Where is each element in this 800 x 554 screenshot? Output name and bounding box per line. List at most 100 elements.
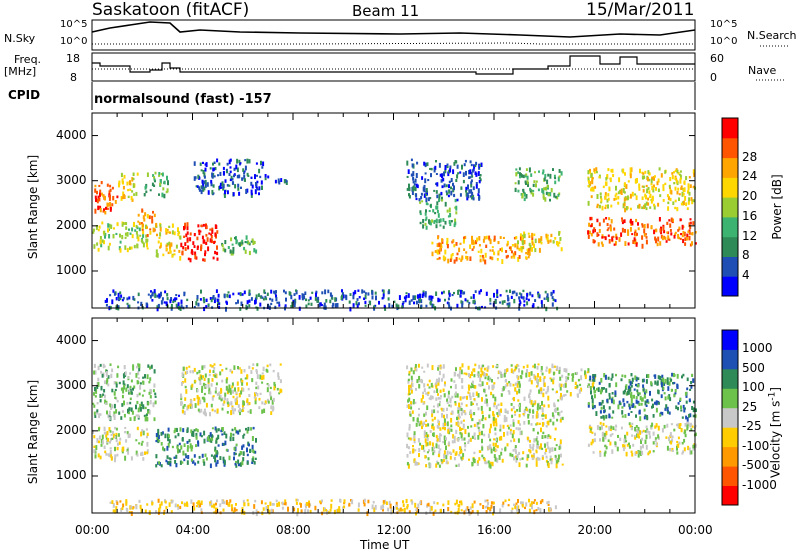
range-cell xyxy=(654,401,657,405)
range-cell xyxy=(232,395,235,399)
range-cell xyxy=(239,407,242,412)
range-cell xyxy=(127,188,130,192)
range-cell xyxy=(513,236,516,240)
range-cell xyxy=(230,175,233,179)
range-cell xyxy=(407,463,410,469)
range-cell xyxy=(195,256,198,260)
range-cell xyxy=(560,247,563,252)
range-cell xyxy=(221,427,224,431)
range-cell xyxy=(645,425,648,428)
range-cell xyxy=(423,449,426,453)
range-cell xyxy=(217,174,219,177)
range-cell xyxy=(691,425,694,428)
range-cell xyxy=(408,195,411,199)
range-cell xyxy=(425,432,428,435)
range-cell xyxy=(621,219,624,225)
range-cell xyxy=(428,295,431,301)
range-cell xyxy=(124,245,127,250)
range-cell xyxy=(442,427,444,430)
range-cell xyxy=(118,180,121,186)
range-cell xyxy=(657,236,660,242)
colorbar-tick-label: 16 xyxy=(742,208,758,223)
range-cell xyxy=(533,233,536,236)
range-cell xyxy=(659,375,662,381)
range-cell xyxy=(558,445,561,450)
range-cell xyxy=(623,203,626,207)
range-cell xyxy=(221,181,224,187)
range-cell xyxy=(412,417,415,422)
range-cell xyxy=(243,170,246,173)
range-cell xyxy=(132,183,135,189)
range-cell xyxy=(101,373,104,378)
range-cell xyxy=(452,434,455,439)
range-cell xyxy=(607,168,610,172)
range-cell xyxy=(98,440,100,444)
range-cell xyxy=(221,379,224,383)
range-cell xyxy=(445,184,448,188)
range-cell xyxy=(109,202,112,207)
range-cell xyxy=(226,170,229,174)
range-cell xyxy=(512,449,515,452)
range-cell xyxy=(124,455,127,461)
range-cell xyxy=(101,239,104,243)
range-cell xyxy=(649,390,651,396)
range-cell xyxy=(557,411,560,416)
range-cell xyxy=(285,180,288,185)
range-cell xyxy=(608,396,611,400)
range-cell xyxy=(137,371,140,376)
range-cell xyxy=(157,498,160,503)
range-cell xyxy=(414,186,417,192)
range-cell xyxy=(662,188,665,192)
range-cell xyxy=(136,426,139,431)
range-cell xyxy=(234,408,236,412)
range-cell xyxy=(611,416,614,419)
range-cell xyxy=(234,236,236,240)
range-cell xyxy=(481,305,483,309)
range-cell xyxy=(634,229,637,234)
range-cell xyxy=(191,433,194,437)
range-cell xyxy=(598,381,601,385)
range-cell xyxy=(463,163,466,167)
range-cell xyxy=(358,302,360,306)
range-cell xyxy=(219,182,222,187)
range-cell xyxy=(226,411,229,414)
range-cell xyxy=(527,232,530,235)
range-cell xyxy=(647,401,650,404)
range-cell xyxy=(146,226,148,229)
range-cell xyxy=(669,186,671,189)
range-cell xyxy=(208,232,211,235)
range-cell xyxy=(679,178,682,184)
range-cell xyxy=(137,363,140,367)
range-cell xyxy=(549,192,552,197)
range-cell xyxy=(638,392,641,395)
range-cell xyxy=(535,180,538,183)
range-cell xyxy=(513,255,516,259)
range-cell xyxy=(521,236,524,241)
range-cell xyxy=(257,385,260,390)
range-cell xyxy=(674,199,677,203)
range-cell xyxy=(408,392,411,395)
range-cell xyxy=(677,229,680,232)
range-cell xyxy=(635,383,637,387)
range-cell xyxy=(222,170,225,176)
range-cell xyxy=(446,398,449,402)
range-cell xyxy=(475,184,478,189)
range-cell xyxy=(300,503,302,508)
range-cell xyxy=(225,448,228,452)
range-cell xyxy=(257,511,260,514)
range-cell xyxy=(468,439,471,442)
range-cell xyxy=(484,259,487,265)
range-cell xyxy=(232,292,235,296)
range-cell xyxy=(244,159,247,162)
range-cell xyxy=(417,438,420,443)
range-cell xyxy=(108,305,111,309)
range-cell xyxy=(115,427,118,431)
range-cell xyxy=(423,184,426,190)
range-cell xyxy=(518,404,520,407)
range-cell xyxy=(222,456,225,461)
range-cell xyxy=(152,389,155,393)
range-cell xyxy=(159,226,162,232)
range-cell xyxy=(241,241,244,245)
range-cell xyxy=(199,382,202,385)
range-cell xyxy=(121,298,124,302)
